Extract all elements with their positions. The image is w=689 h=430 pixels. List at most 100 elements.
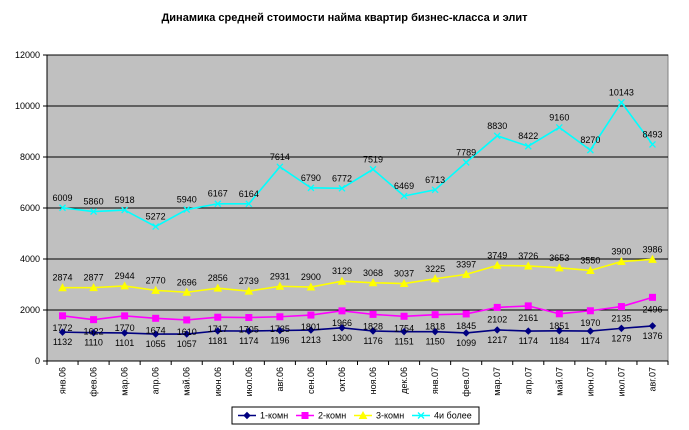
data-point <box>369 165 377 173</box>
data-label: 1818 <box>425 322 445 332</box>
data-label: 3129 <box>332 266 352 276</box>
data-point <box>120 281 129 290</box>
data-point <box>493 303 501 311</box>
data-label: 2696 <box>177 277 197 287</box>
x-tick-label: мар.06 <box>120 367 130 396</box>
data-label: 9160 <box>549 112 569 122</box>
data-point <box>58 283 67 292</box>
data-label: 1099 <box>456 338 476 348</box>
data-label: 1622 <box>84 327 104 337</box>
data-label: 1772 <box>53 323 73 333</box>
data-label: 2877 <box>84 273 104 283</box>
data-point <box>121 206 129 214</box>
x-tick-label: июл.07 <box>616 367 626 396</box>
data-label: 1674 <box>146 325 166 335</box>
data-label: 1184 <box>550 336 569 346</box>
data-point <box>400 312 408 320</box>
data-point <box>461 269 471 278</box>
data-label: 1174 <box>581 336 600 346</box>
data-point <box>183 330 191 338</box>
data-label: 1213 <box>301 335 321 345</box>
data-point <box>586 146 594 154</box>
data-label: 1376 <box>642 331 662 341</box>
x-tick-label: апр.07 <box>523 367 533 394</box>
data-label: 2931 <box>270 271 290 281</box>
series-line <box>62 100 654 228</box>
data-label: 1717 <box>208 324 228 334</box>
data-label: 1055 <box>146 339 166 349</box>
data-label: 1181 <box>208 336 227 346</box>
data-point <box>586 307 594 315</box>
data-point <box>121 312 129 320</box>
data-point <box>152 314 160 322</box>
data-label: 8422 <box>518 131 538 141</box>
data-label: 1770 <box>115 323 135 333</box>
data-point <box>462 329 470 337</box>
data-point <box>524 142 532 150</box>
data-label: 6713 <box>425 175 445 185</box>
data-point <box>90 316 98 324</box>
data-point <box>649 140 656 148</box>
data-point <box>617 303 625 311</box>
data-point <box>276 313 284 321</box>
data-label: 1132 <box>53 337 72 347</box>
data-label: 5918 <box>115 195 135 205</box>
data-point <box>152 223 160 231</box>
data-label: 1300 <box>332 333 352 343</box>
data-label: 1110 <box>84 338 103 348</box>
data-point <box>337 276 347 285</box>
data-label: 6167 <box>208 189 228 199</box>
data-point <box>617 324 626 333</box>
data-point <box>120 329 129 337</box>
x-tick-label: авг.07 <box>647 367 657 391</box>
data-label: 5860 <box>84 197 104 207</box>
data-label: 1150 <box>425 337 444 347</box>
data-label: 3986 <box>642 244 662 254</box>
data-label: 1279 <box>611 333 631 343</box>
x-tick-label: ноя.06 <box>368 367 378 394</box>
data-label: 8270 <box>580 135 600 145</box>
data-point <box>183 206 191 213</box>
data-point <box>430 274 440 283</box>
y-tick-label: 2000 <box>20 305 40 315</box>
data-label: 7519 <box>363 154 383 164</box>
data-point <box>648 293 656 301</box>
data-label: 1828 <box>363 321 383 331</box>
data-label: 6790 <box>301 173 321 183</box>
data-label: 7789 <box>456 147 476 157</box>
data-point <box>617 98 625 106</box>
data-point <box>58 328 67 336</box>
data-label: 2102 <box>487 314 507 324</box>
data-point <box>245 327 253 335</box>
data-label: 2874 <box>53 273 73 283</box>
data-point <box>182 287 192 296</box>
data-label: 1176 <box>363 336 382 346</box>
data-point <box>648 322 657 330</box>
data-point <box>462 158 470 166</box>
data-point <box>524 327 532 335</box>
legend-label: 1-комн <box>260 411 288 421</box>
chart-title: Динамика средней стоимости найма квартир… <box>161 12 528 24</box>
legend-item: 2-комн <box>296 411 346 421</box>
data-point <box>462 310 470 318</box>
x-tick-label: сен.06 <box>306 367 316 394</box>
data-label: 3726 <box>518 251 538 261</box>
data-label: 3749 <box>487 250 507 260</box>
data-point <box>338 324 346 332</box>
data-point <box>243 411 251 420</box>
data-point <box>431 311 439 319</box>
x-tick-label: апр.06 <box>151 367 161 394</box>
x-tick-label: июл.06 <box>244 367 254 396</box>
data-point <box>306 282 316 291</box>
data-point <box>431 327 439 336</box>
data-label: 5272 <box>146 212 166 222</box>
data-point <box>276 163 284 171</box>
data-label: 1845 <box>456 321 476 331</box>
series-4: 6009 5860 5918 5272 5940 6167 6164 7614 6790 6772… <box>53 87 662 231</box>
data-label: 6772 <box>332 173 352 183</box>
series-3: 2874 2877 2944 2770 2696 2856 2739 2931 2900 3129… <box>53 244 662 296</box>
data-point <box>59 204 66 212</box>
x-tick-label: окт.06 <box>337 367 347 392</box>
data-label: 6164 <box>239 189 259 199</box>
data-point <box>524 302 532 310</box>
